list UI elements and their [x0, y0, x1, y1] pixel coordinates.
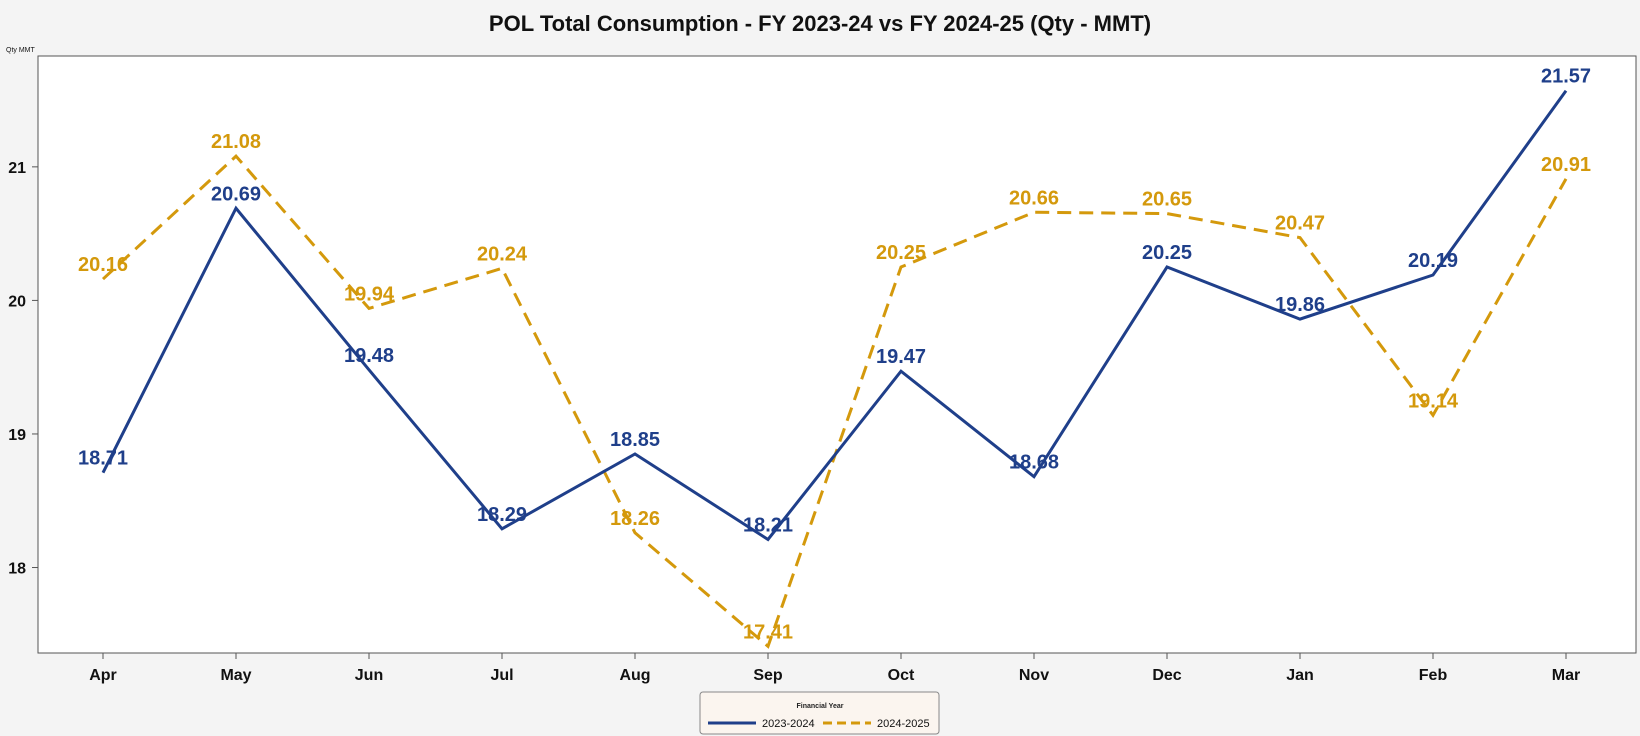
x-tick-label: Oct [888, 667, 915, 684]
series-lines [101, 89, 1568, 649]
data-label: 21.57 [1541, 66, 1591, 88]
data-label: 18.29 [477, 504, 527, 526]
y-tick-label: 19 [8, 427, 26, 444]
y-tick-label: 21 [8, 160, 26, 177]
x-tick-label: May [220, 667, 251, 684]
data-label: 20.69 [211, 183, 261, 205]
plot-area [37, 55, 1637, 654]
x-tick-label: Nov [1019, 667, 1049, 684]
data-label: 19.47 [876, 346, 926, 368]
data-label: 18.21 [743, 514, 793, 536]
data-labels: 18.71 20.69 19.48 18.29 18.85 18.21 19.47 18.68… [78, 66, 1591, 644]
data-label: 20.91 [1541, 154, 1591, 176]
chart-title: POL Total Consumption - FY 2023-24 vs FY… [489, 11, 1151, 36]
y-tick-label: 20 [8, 293, 26, 310]
x-tick-label: Dec [1152, 667, 1181, 684]
y-tick-label: 18 [8, 561, 26, 578]
data-label: 18.71 [78, 448, 128, 470]
data-label: 20.19 [1408, 250, 1458, 272]
data-label: 20.47 [1275, 213, 1325, 235]
data-label: 20.24 [477, 243, 528, 265]
legend-label: 2024-2025 [877, 718, 930, 730]
data-label: 20.25 [876, 242, 926, 264]
legend-label: 2023-2024 [762, 718, 815, 730]
y-axis-label: Qty MMT [6, 47, 35, 54]
series-line-2023-2024 [101, 89, 1568, 542]
data-label: 18.26 [610, 508, 660, 530]
x-tick-label: Jun [355, 667, 383, 684]
data-label: 20.25 [1142, 242, 1192, 264]
data-label: 19.86 [1275, 294, 1325, 316]
x-tick-label: Aug [619, 667, 650, 684]
x-tick-label: Feb [1419, 667, 1448, 684]
data-label: 18.68 [1009, 452, 1059, 474]
legend-title: Financial Year [797, 703, 844, 710]
data-label: 19.14 [1408, 390, 1459, 412]
data-label: 19.94 [344, 283, 395, 305]
legend: Financial Year 2023-2024 2024-2025 [699, 691, 940, 735]
data-label: 17.41 [743, 621, 793, 643]
x-tick-label: Apr [89, 667, 117, 684]
data-label: 20.65 [1142, 189, 1192, 211]
x-tick-label: Mar [1552, 667, 1580, 684]
legend-box [699, 691, 940, 735]
data-label: 20.16 [78, 254, 128, 276]
axis-ticks: 18 19 20 21 Apr May Jun Jul Aug Sep Oct Nov Dec Jan Fe… [8, 160, 1580, 684]
x-tick-label: Sep [753, 667, 783, 684]
data-label: 21.08 [211, 131, 261, 153]
x-tick-label: Jan [1286, 667, 1314, 684]
data-label: 19.48 [344, 345, 394, 367]
data-label: 20.66 [1009, 187, 1059, 209]
data-label: 18.85 [610, 429, 660, 451]
x-tick-label: Jul [490, 667, 513, 684]
